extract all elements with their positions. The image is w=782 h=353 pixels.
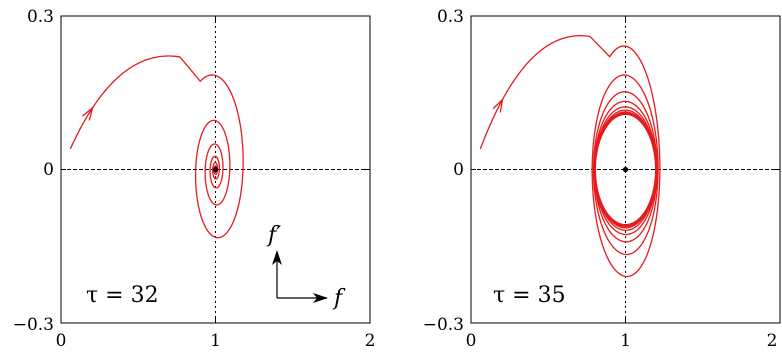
x-tick-label-2: 2: [365, 331, 376, 351]
y-tick-label-bottom: −0.3: [13, 315, 54, 335]
y-tick-label-mid: 0: [43, 160, 54, 180]
ticks: [60, 15, 371, 324]
inset-x-arrowhead: [313, 293, 328, 303]
y-tick-label-top: 0.3: [27, 7, 54, 27]
trajectory-line: [479, 35, 661, 278]
x-tick-label-1: 1: [210, 331, 221, 351]
panel-tau-35: 0.3 0 −0.3 0 1 2 τ = 35: [423, 7, 781, 351]
fixed-point: [212, 166, 219, 173]
y-tick-label-top: 0.3: [437, 7, 464, 27]
inset-y-arrowhead: [272, 250, 282, 265]
fixed-point: [622, 166, 629, 173]
x-tick-label-0: 0: [466, 331, 477, 351]
trajectory-arrow: [81, 106, 94, 121]
inset-x-label: f: [332, 286, 346, 311]
trajectory-line: [69, 55, 244, 239]
panel-tau-32: 0.3 0 −0.3 0 1 2 τ = 32 f f′: [13, 7, 376, 351]
x-tick-label-0: 0: [56, 331, 67, 351]
x-tick-label-1: 1: [620, 331, 631, 351]
tau-annotation: τ = 32: [86, 283, 159, 308]
inset-axes: f f′: [266, 223, 346, 311]
x-tick-label-2: 2: [767, 331, 778, 351]
trajectory-arrow: [492, 97, 504, 113]
tau-annotation: τ = 35: [493, 283, 566, 308]
y-tick-label-mid: 0: [453, 160, 464, 180]
y-tick-label-bottom: −0.3: [423, 315, 464, 335]
ticks: [470, 15, 781, 324]
inset-y-label: f′: [266, 223, 281, 248]
